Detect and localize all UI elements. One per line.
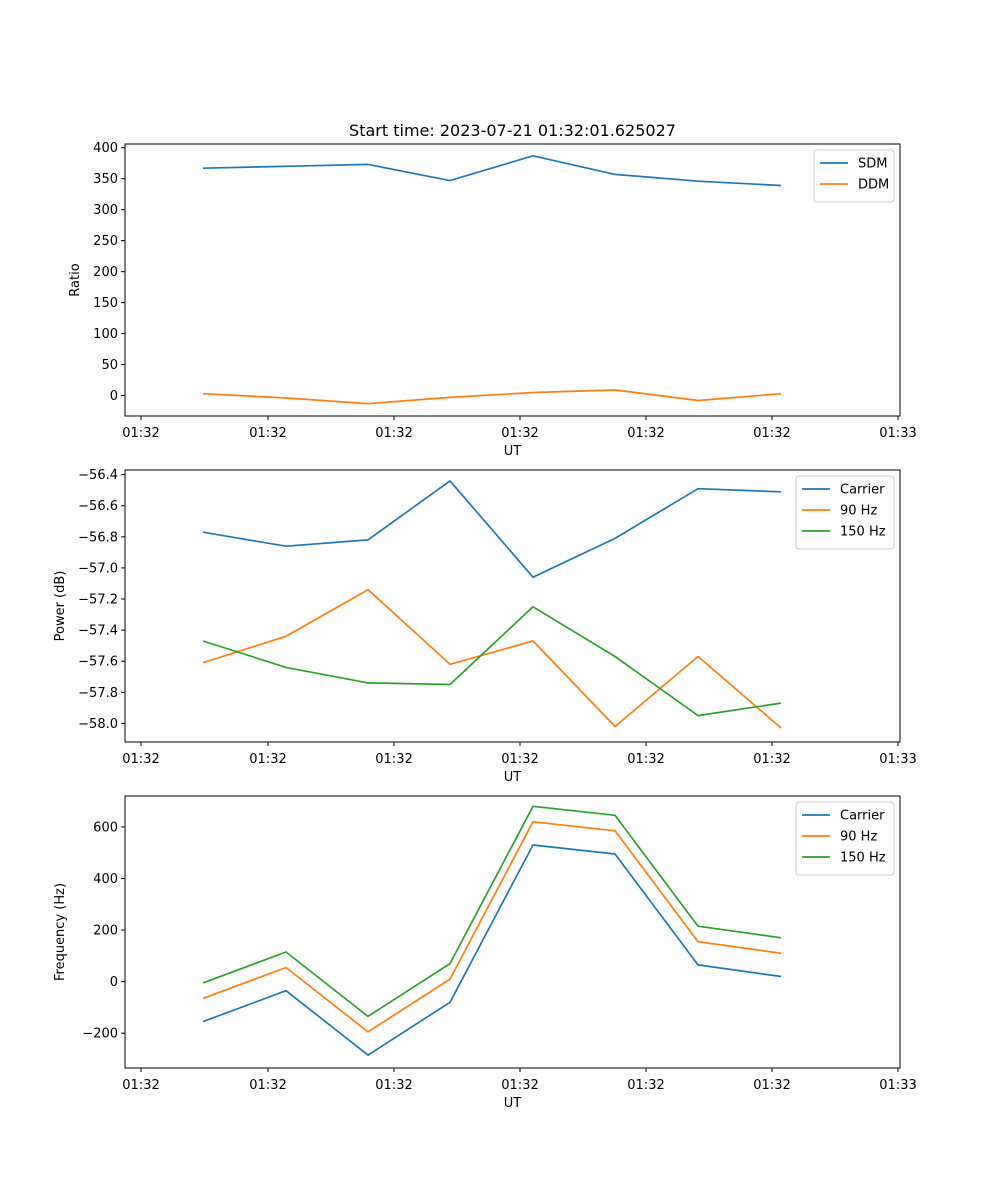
y-tick-label: 200 [93, 924, 118, 939]
legend: Carrier 90 Hz 150 Hz [795, 475, 895, 550]
series-line-90-hz [202, 588, 782, 729]
x-tick-label: 01:32 [249, 752, 286, 767]
y-tick-label: −200 [82, 1027, 118, 1042]
y-tick-label: −57.2 [78, 593, 118, 608]
y-tick-label: 300 [93, 203, 118, 218]
y-tick-label: 150 [93, 296, 118, 311]
y-tick-label: −56.8 [78, 530, 118, 545]
plot-frame [124, 795, 901, 1069]
y-tick-label: 0 [110, 975, 118, 990]
y-tick-label: −58.0 [78, 717, 118, 732]
x-tick-label: 01:32 [627, 1078, 664, 1093]
y-tick-label: 100 [93, 327, 118, 342]
series-line-150-hz [202, 805, 782, 1018]
legend-label: 150 Hz [840, 851, 886, 866]
series-line-carrier [202, 844, 782, 1056]
legend-label: Carrier [840, 483, 885, 498]
x-axis-label: UT [504, 770, 522, 785]
x-tick-label: 01:32 [122, 1078, 159, 1093]
x-tick-label: 01:33 [879, 752, 916, 767]
y-tick-label: −57.8 [78, 686, 118, 701]
y-axis-label: Power (dB) [53, 571, 68, 642]
plot-frame [124, 143, 901, 417]
x-tick-label: 01:32 [501, 426, 538, 441]
x-tick-label: 01:32 [753, 752, 790, 767]
y-tick-label: 200 [93, 265, 118, 280]
x-axis-label: UT [504, 1096, 522, 1111]
y-tick-label: 0 [110, 389, 118, 404]
y-tick-label: 600 [93, 820, 118, 835]
y-tick-label: 400 [93, 141, 118, 156]
y-tick-label: −56.6 [78, 499, 118, 514]
x-tick-label: 01:32 [375, 752, 412, 767]
chart-panel-1: 0 50 100 150 200 250 300 350 400 01:32 01:32 01:32 0… [68, 141, 917, 459]
y-tick-label: 250 [93, 234, 118, 249]
legend-label: 90 Hz [840, 504, 877, 519]
y-tick-label: −57.6 [78, 655, 118, 670]
series-line-90-hz [202, 820, 782, 1033]
series-line-ddm [202, 389, 782, 405]
y-tick-label: 50 [101, 358, 118, 373]
x-tick-label: 01:32 [249, 426, 286, 441]
x-tick-label: 01:33 [879, 1078, 916, 1093]
x-tick-label: 01:32 [249, 1078, 286, 1093]
x-tick-label: 01:32 [501, 1078, 538, 1093]
x-tick-label: 01:32 [375, 426, 412, 441]
y-axis-label: Ratio [68, 263, 83, 296]
legend-label: 90 Hz [840, 830, 877, 845]
legend: SDM DDM [813, 149, 895, 203]
x-tick-label: 01:32 [375, 1078, 412, 1093]
series-line-150-hz [202, 605, 782, 717]
series-line-carrier [202, 480, 782, 579]
y-tick-label: −56.4 [78, 468, 118, 483]
y-tick-label: −57.0 [78, 561, 118, 576]
legend: Carrier 90 Hz 150 Hz [795, 801, 895, 876]
chart-panel-3: −200 0 200 400 600 01:32 01:32 01:32 01:32 01:32 0… [53, 795, 917, 1111]
x-tick-label: 01:32 [122, 752, 159, 767]
y-axis-label: Frequency (Hz) [53, 883, 68, 981]
x-tick-label: 01:32 [753, 426, 790, 441]
x-axis-label: UT [504, 444, 522, 459]
plot-frame [124, 469, 901, 743]
chart-title: Start time: 2023-07-21 01:32:01.625027 [349, 121, 676, 140]
x-tick-label: 01:32 [627, 426, 664, 441]
y-tick-label: 350 [93, 172, 118, 187]
chart-panels: 0 50 100 150 200 250 300 350 400 01:32 01:32 01:32 0… [53, 141, 917, 1111]
legend-label: SDM [858, 157, 887, 172]
legend-label: DDM [858, 178, 889, 193]
legend-label: Carrier [840, 809, 885, 824]
x-tick-label: 01:32 [501, 752, 538, 767]
chart-panel-2: −58.0 −57.8 −57.6 −57.4 −57.2 −57.0 −56.8 −56.6… [53, 468, 917, 785]
x-tick-label: 01:32 [122, 426, 159, 441]
y-tick-label: −57.4 [78, 624, 118, 639]
x-tick-label: 01:32 [627, 752, 664, 767]
x-tick-label: 01:33 [879, 426, 916, 441]
legend-label: 150 Hz [840, 525, 886, 540]
x-tick-label: 01:32 [753, 1078, 790, 1093]
series-line-sdm [202, 154, 782, 187]
y-tick-label: 400 [93, 872, 118, 887]
